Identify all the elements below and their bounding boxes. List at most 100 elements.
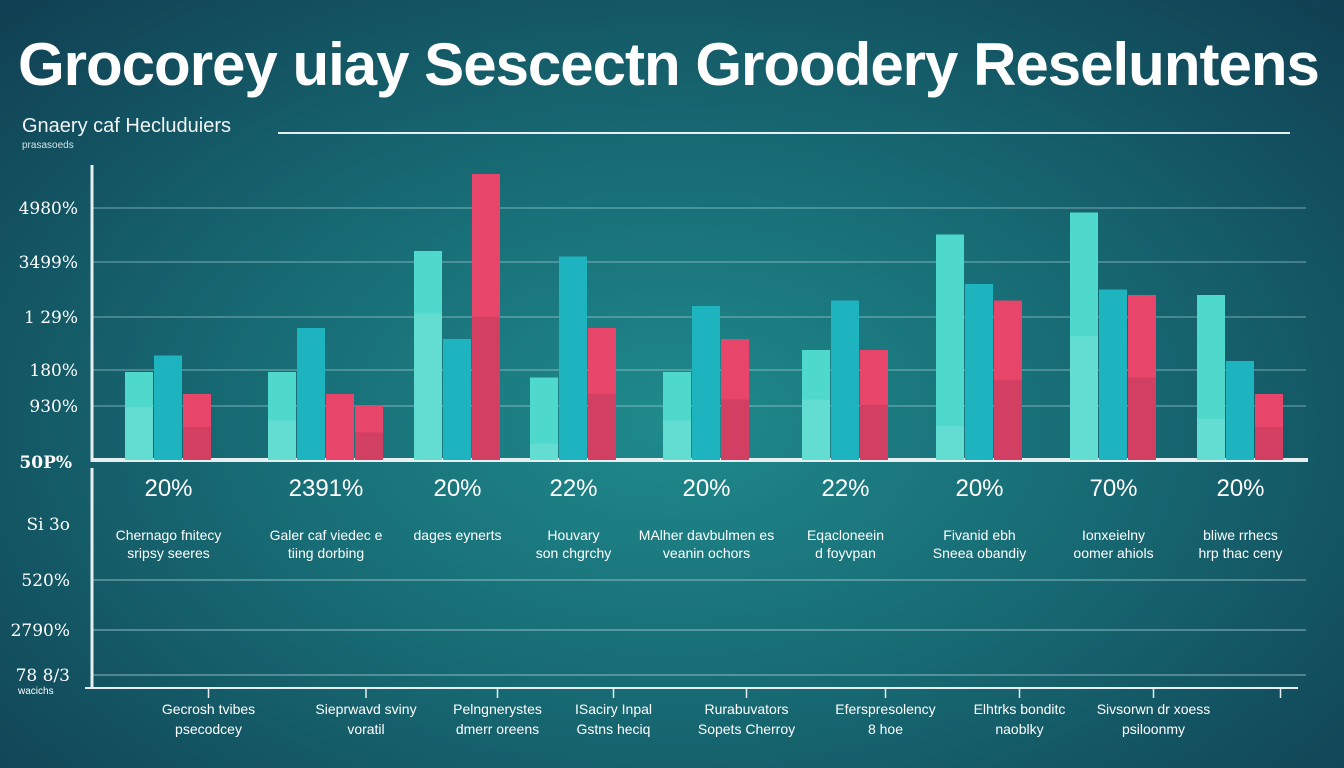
chart-subnote: prasasoeds <box>22 140 74 151</box>
x-category-label: Gecrosh tvibes <box>162 701 255 717</box>
x-category-label: Pelngnerystes <box>453 701 542 717</box>
bar-shade <box>860 405 888 460</box>
bar <box>530 377 558 460</box>
bar <box>1099 289 1127 460</box>
x-category-label: 8 hoe <box>868 721 903 737</box>
chart-title: Grocorey uiay Sescectn Groodery Reselunt… <box>18 31 1320 98</box>
x-category-label: psecodcey <box>175 721 242 737</box>
bar <box>965 284 993 460</box>
bar <box>559 256 587 460</box>
bar <box>860 350 888 460</box>
bar <box>297 328 325 460</box>
bar <box>994 300 1022 460</box>
upper-y-tick-label: 1 29% <box>24 308 78 328</box>
bar-highlight <box>802 399 830 460</box>
labels: 20% Chernago fnitecy sripsy seeres Gecrosh … <box>116 475 1283 737</box>
bar <box>1197 295 1225 460</box>
group-description: Eqacloneein <box>807 527 884 543</box>
bar <box>588 328 616 460</box>
bar-shade <box>472 317 500 460</box>
group-description: veanin ochors <box>663 545 750 561</box>
bar-shade <box>588 394 616 460</box>
group-description: Fivanid ebh <box>943 527 1015 543</box>
x-category-label: Rurabuvators <box>704 701 788 717</box>
group-description: hrp thac ceny <box>1198 545 1282 561</box>
x-category-label: dmerr oreens <box>456 721 539 737</box>
x-category-label: Eferspresolency <box>835 701 935 717</box>
group-description: Sneea obandiy <box>933 545 1026 561</box>
group-percent-label: 20% <box>433 475 481 502</box>
bar-highlight <box>1197 418 1225 460</box>
upper-zero-tick-label: 50P% <box>19 453 72 473</box>
bar <box>802 350 830 460</box>
group-percent-label: 2391% <box>289 475 364 502</box>
group-description: tiing dorbing <box>288 545 364 561</box>
lower-y-tick-label: Si 3o <box>26 515 70 535</box>
bar-highlight <box>125 407 153 460</box>
lower-y-tick-note: wacichs <box>17 686 54 697</box>
x-category-label: voratil <box>347 721 384 737</box>
x-category-label: Elhtrks bonditc <box>974 701 1066 717</box>
group-description: bliwe rrhecs <box>1203 527 1278 543</box>
group-description: Houvary <box>547 527 599 543</box>
group-description: d foyvpan <box>815 545 876 561</box>
chart-subtitle: Gnaery caf Hecluduiers <box>22 115 231 137</box>
group-percent-label: 20% <box>682 475 730 502</box>
bar <box>472 174 500 460</box>
group-description: Chernago fnitecy <box>116 527 222 543</box>
x-category-label: Gstns heciq <box>577 721 651 737</box>
bar-shade <box>183 427 211 460</box>
bar <box>1226 361 1254 460</box>
x-category-label: Sivsorwn dr xoess <box>1097 701 1211 717</box>
bar <box>183 394 211 460</box>
bar <box>831 300 859 460</box>
group-percent-label: 22% <box>821 475 869 502</box>
group-percent-label: 22% <box>549 475 597 502</box>
bar <box>355 405 383 460</box>
bar <box>154 355 182 460</box>
bar <box>1128 295 1156 460</box>
upper-y-tick-label: 3499% <box>19 253 78 273</box>
x-category-label: naoblky <box>995 721 1043 737</box>
lower-y-tick-label: 520% <box>21 571 70 591</box>
bar <box>936 234 964 460</box>
bar-highlight <box>414 313 442 460</box>
bar <box>1070 212 1098 460</box>
x-category-label: psiloonmy <box>1122 721 1185 737</box>
group-percent-label: 20% <box>1216 475 1264 502</box>
bar <box>443 339 471 460</box>
lower-y-tick-label: 78 8/3 <box>16 666 70 686</box>
group-percent-label: 70% <box>1089 475 1137 502</box>
group-percent-label: 20% <box>144 475 192 502</box>
bar <box>1255 394 1283 460</box>
bar-shade <box>721 399 749 460</box>
bar <box>663 372 691 460</box>
bar <box>125 372 153 460</box>
bar-highlight <box>268 420 296 460</box>
upper-y-tick-label: 180% <box>29 361 78 381</box>
group-description: Ionxeielny <box>1082 527 1145 543</box>
group-description: sripsy seeres <box>127 545 209 561</box>
x-category-label: Sopets Cherroy <box>698 721 795 737</box>
lower-y-tick-label: 2790% <box>11 621 70 641</box>
group-description: dages eynerts <box>414 527 502 543</box>
bar-highlight <box>936 426 964 460</box>
x-category-label: ISaciry Inpal <box>575 701 652 717</box>
upper-y-tick-label: 4980% <box>19 199 78 219</box>
upper-y-tick-label: 930% <box>29 397 78 417</box>
bar-shade <box>1128 377 1156 460</box>
x-category-label: Sieprwavd sviny <box>315 701 416 717</box>
group-description: MAlher davbulmen es <box>639 527 774 543</box>
group-description: son chgrchy <box>536 545 611 561</box>
group-description: Galer caf viedec e <box>270 527 383 543</box>
bars <box>125 174 1283 460</box>
bar-shade <box>355 432 383 460</box>
group-description: oomer ahiols <box>1073 545 1153 561</box>
bar-highlight <box>663 420 691 460</box>
group-percent-label: 20% <box>955 475 1003 502</box>
bar <box>692 306 720 460</box>
bar-highlight <box>530 443 558 460</box>
bar-highlight <box>1070 336 1098 460</box>
